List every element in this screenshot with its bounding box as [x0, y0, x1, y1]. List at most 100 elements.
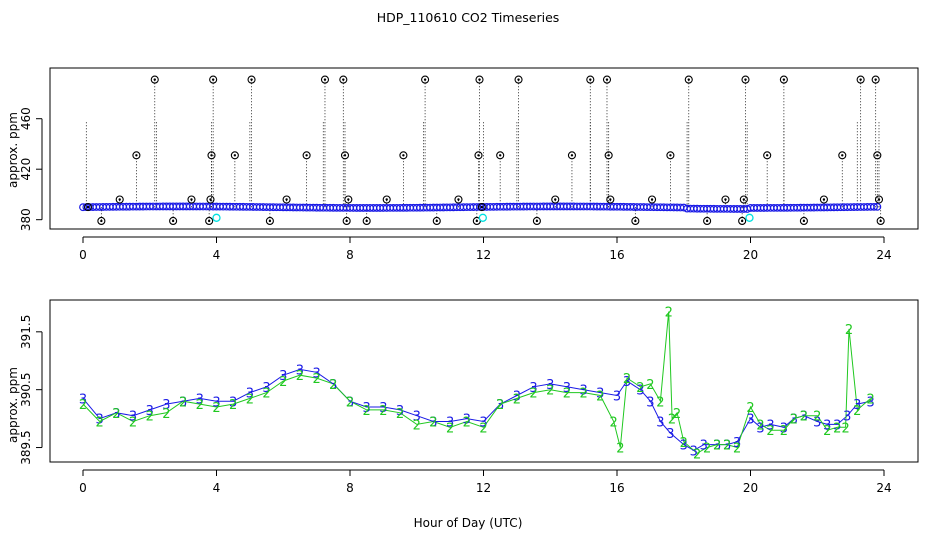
series-2-label: 2 — [656, 395, 664, 410]
black-circle-center — [207, 219, 211, 223]
black-circle-point — [631, 216, 640, 226]
black-circle-point — [856, 75, 865, 84]
series-2-label: 2 — [703, 442, 711, 457]
black-circle-point — [606, 195, 615, 204]
top-y-axis-title: approx. ppm — [6, 112, 20, 188]
black-circle-center — [210, 154, 213, 157]
series-2-label: 2 — [713, 439, 721, 454]
series-3-label: 3 — [196, 392, 204, 407]
black-circle-center — [605, 78, 609, 81]
series-2-label: 2 — [546, 384, 554, 399]
series-2-label: 2 — [668, 413, 676, 428]
bottom-y-axis-title: approx. ppm — [6, 367, 20, 443]
black-circle-point — [703, 216, 712, 226]
series-2-label: 2 — [867, 392, 875, 407]
black-circle-center — [740, 219, 744, 223]
black-circle-center — [879, 219, 882, 223]
series-2-label: 2 — [529, 387, 537, 402]
series-3-label: 3 — [656, 416, 664, 431]
series-2-label: 2 — [693, 447, 701, 462]
black-circle-center — [705, 219, 709, 223]
black-circle-point — [474, 151, 483, 160]
black-circle-point — [265, 216, 274, 226]
x-tick-label: 4 — [213, 248, 221, 262]
y-tick-label: 391.5 — [19, 315, 33, 349]
series-2-label: 2 — [262, 387, 270, 402]
black-circle-center — [365, 219, 368, 223]
black-circle-point — [873, 151, 882, 160]
series-3-label: 3 — [329, 378, 337, 393]
black-circle-point — [150, 75, 159, 84]
series-3-label: 3 — [843, 410, 851, 425]
black-circle-point — [247, 75, 256, 84]
series-3-label: 3 — [666, 427, 674, 442]
series-3-label: 3 — [96, 413, 104, 428]
series-3-label: 3 — [746, 413, 754, 428]
black-circle-point — [551, 195, 560, 204]
black-circle-center — [782, 78, 786, 81]
black-circle-center — [347, 198, 350, 201]
series-2-label: 2 — [623, 372, 631, 387]
black-circle-center — [607, 154, 610, 157]
x-axis-title: Hour of Day (UTC) — [414, 516, 523, 530]
series-3-label: 3 — [312, 366, 320, 381]
series-3-label: 3 — [463, 413, 471, 428]
series-2-label: 2 — [766, 424, 774, 439]
series-3-label: 3 — [546, 378, 554, 393]
black-circle-center — [535, 219, 539, 223]
black-circle-center — [874, 78, 877, 81]
top-spike-lines — [85, 79, 882, 221]
x-tick-label: 0 — [79, 248, 87, 262]
black-circle-point — [302, 151, 311, 160]
black-circle-center — [118, 198, 121, 201]
series-3-label: 3 — [346, 395, 354, 410]
series-2-label: 2 — [646, 378, 654, 393]
black-circle-point — [741, 75, 750, 84]
series-3-label: 3 — [379, 401, 387, 416]
black-circle-point — [339, 75, 348, 84]
black-circle-center — [877, 198, 881, 201]
x-tick-label: 12 — [476, 481, 491, 495]
series-3-label: 3 — [129, 410, 137, 425]
black-circle-center — [475, 219, 479, 223]
x-tick-label: 8 — [346, 481, 354, 495]
black-circle-center — [765, 154, 769, 157]
black-circle-center — [841, 154, 844, 157]
black-circle-point — [779, 75, 788, 84]
series-2-label: 2 — [146, 410, 154, 425]
series-3-label: 3 — [813, 416, 821, 431]
black-circle-center — [153, 78, 156, 81]
black-circle-center — [609, 198, 612, 201]
black-circle-point — [496, 151, 505, 160]
series-3-label: 3 — [563, 381, 571, 396]
black-circle-center — [498, 154, 502, 157]
black-circle-point — [602, 75, 612, 84]
series-3-label: 3 — [613, 389, 621, 404]
bottom-series-lines — [82, 311, 872, 454]
black-circle-point — [763, 151, 772, 160]
black-circle-point — [871, 75, 880, 84]
black-circle-center — [634, 219, 637, 223]
series-2-label: 2 — [616, 442, 624, 457]
x-tick-label: 12 — [476, 248, 491, 262]
series-3-label: 3 — [162, 398, 170, 413]
black-circle-center — [457, 198, 460, 201]
black-circle-point — [399, 151, 408, 160]
series-2-label: 2 — [813, 410, 821, 425]
series-2-label: 2 — [96, 416, 104, 431]
bottom-x-axis: 0 4 8 12 16 20 24 — [79, 469, 892, 495]
black-circle-center — [517, 78, 520, 81]
black-circle-point — [209, 75, 218, 84]
black-circle-center — [385, 198, 388, 201]
black-circle-point — [721, 195, 730, 204]
cyan-circle-point — [745, 213, 754, 222]
black-circle-point — [344, 195, 353, 204]
black-circle-point — [206, 195, 215, 204]
black-circle-point — [532, 216, 541, 226]
black-circle-center — [250, 78, 253, 81]
series-3-label: 3 — [146, 404, 154, 419]
series-2-label: 2 — [833, 421, 841, 436]
black-circle-center — [423, 78, 427, 81]
series-3-label: 3 — [680, 439, 688, 454]
series-3-label: 3 — [413, 410, 421, 425]
